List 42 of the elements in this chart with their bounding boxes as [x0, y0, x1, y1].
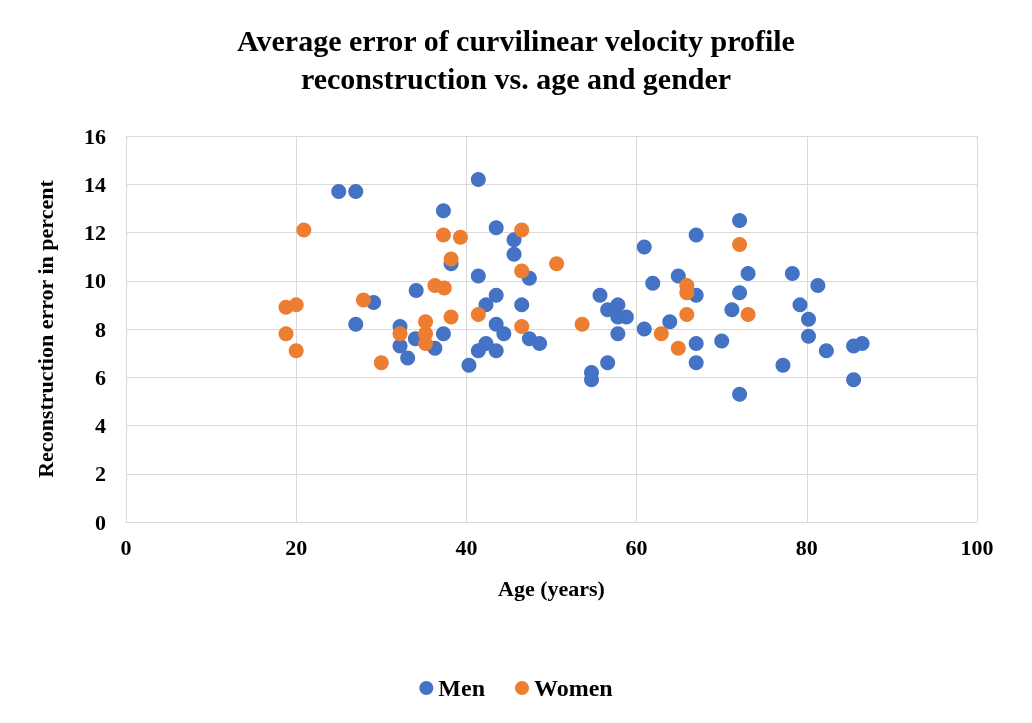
point: [653, 326, 669, 342]
x-tick-label: 80: [795, 534, 818, 560]
y-tick-label: 6: [95, 364, 106, 390]
point: [418, 314, 434, 330]
point: [514, 222, 530, 238]
legend-label: Men: [438, 675, 485, 701]
y-tick-label: 2: [95, 461, 106, 487]
y-tick-label: 4: [95, 413, 106, 438]
point: [288, 297, 304, 313]
point: [296, 222, 312, 238]
y-tick-label: 10: [84, 268, 106, 294]
legend-label: Women: [533, 675, 613, 701]
y-tick-label: 12: [84, 220, 106, 245]
y-tick-label: 8: [95, 316, 106, 342]
y-tick-label: 0: [95, 509, 106, 535]
x-tick-label: 60: [625, 534, 648, 560]
point: [278, 326, 294, 342]
x-tick-label: 20: [285, 534, 308, 560]
y-axis-title: Reconstruction error in percent: [32, 179, 58, 478]
point: [549, 256, 565, 272]
y-tick-label: 16: [84, 123, 106, 149]
x-tick-label: 100: [960, 534, 994, 560]
chart-title: Average error of curvilinear velocity profile reconstruction vs. age and gender: [237, 23, 795, 95]
y-tick-label: 14: [84, 171, 106, 197]
point: [443, 251, 459, 267]
point: [574, 316, 590, 332]
x-axis-title: Age (years): [498, 575, 605, 601]
point: [514, 319, 530, 335]
point: [355, 292, 371, 308]
point: [740, 307, 756, 323]
point: [436, 280, 452, 296]
point: [670, 340, 686, 356]
point: [452, 229, 468, 245]
x-tick-label: 0: [120, 534, 132, 560]
point: [443, 309, 459, 325]
point: [679, 307, 695, 323]
point: [470, 307, 486, 323]
point: [732, 237, 748, 253]
point: [373, 355, 389, 371]
point: [435, 227, 451, 243]
point: [288, 343, 304, 359]
x-tick-label: 40: [455, 534, 478, 560]
